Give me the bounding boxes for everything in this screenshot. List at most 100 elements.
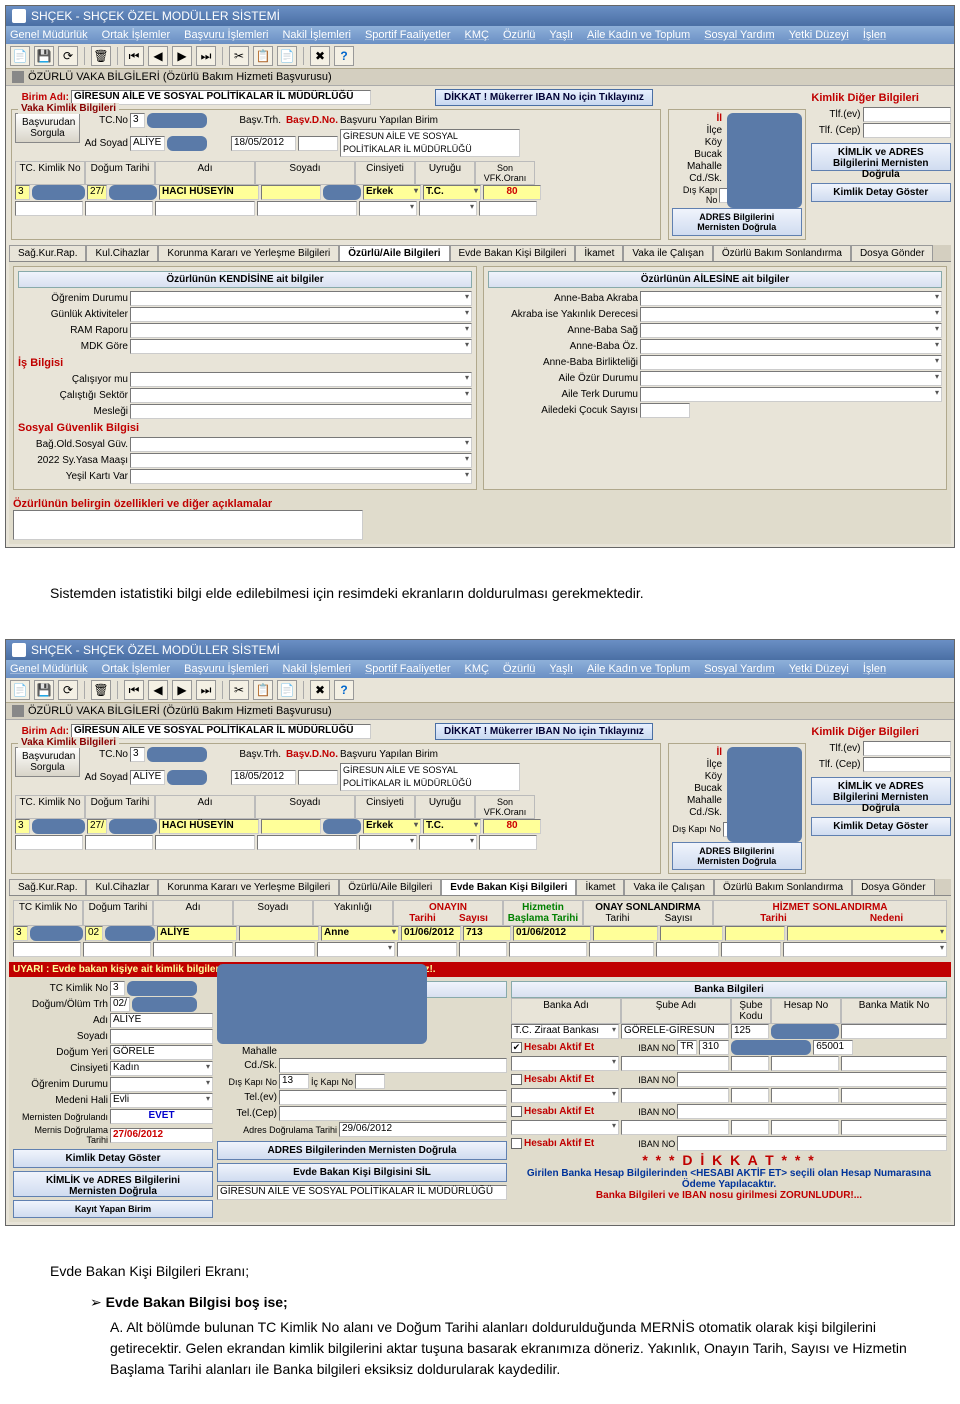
tab[interactable]: Dosya Gönder — [852, 879, 934, 895]
basvurudan-sorgula-button[interactable]: Başvurudan Sorgula — [15, 747, 80, 777]
kimlik-detay-button[interactable]: Kimlik Detay Göster — [811, 817, 951, 836]
menu-item[interactable]: Genel Müdürlük — [10, 663, 88, 675]
menu-item[interactable]: Başvuru İşlemleri — [184, 29, 268, 41]
grid-cell-uyrugu[interactable]: T.C. — [423, 185, 481, 200]
tab-active[interactable]: Evde Bakan Kişi Bilgileri — [441, 879, 576, 895]
tab[interactable]: Korunma Kararı ve Yerleşme Bilgileri — [158, 879, 339, 895]
tab[interactable]: Dosya Gönder — [851, 245, 933, 261]
menu-item[interactable]: Ortak İşlemler — [102, 663, 170, 675]
menu-item[interactable]: Yaşlı — [549, 663, 573, 675]
tab-active[interactable]: Özürlü/Aile Bilgileri — [339, 245, 449, 261]
tb-first-icon[interactable]: ⏮ — [124, 680, 144, 700]
kimlik-detay-button[interactable]: Kimlik Detay Göster — [811, 183, 952, 202]
menu-item[interactable]: Yetki Düzeyi — [789, 663, 849, 675]
grid-cell-tc[interactable]: 3 — [15, 185, 30, 200]
tab[interactable]: Sağ.Kur.Rap. — [9, 879, 86, 895]
tb-new-icon[interactable]: 📄 — [10, 680, 30, 700]
adres-mernis-button[interactable]: ADRES Bilgilerinden Mernisten Doğrula — [217, 1141, 507, 1160]
basvurudan-sorgula-button[interactable]: Başvurudan Sorgula — [15, 113, 80, 143]
basvdno-field[interactable] — [298, 136, 338, 151]
basvbirim-field[interactable]: GİRESUN AİLE VE SOSYAL POLİTİKALAR İL MÜ… — [340, 129, 520, 157]
dikkat-iban-button[interactable]: DİKKAT ! Mükerrer IBAN No için Tıklayını… — [435, 723, 653, 740]
evde-sil-button[interactable]: Evde Bakan Kişi Bilgisini SİL — [217, 1163, 507, 1182]
menu-item[interactable]: Sportif Faaliyetler — [365, 663, 451, 675]
menu-item[interactable]: İşlen — [863, 29, 886, 41]
tb-trash-icon[interactable]: 🗑 — [91, 680, 111, 700]
menu-item[interactable]: Nakil İşlemleri — [282, 663, 350, 675]
tb-paste-icon[interactable]: 📄 — [277, 46, 297, 66]
grid-cell-adi[interactable]: HACI HÜSEYİN — [159, 185, 259, 200]
menu-item[interactable]: Ortak İşlemler — [102, 29, 170, 41]
tab[interactable]: İkamet — [576, 879, 624, 895]
menu-item[interactable]: Aile Kadın ve Toplum — [587, 29, 690, 41]
adres-mernis-button[interactable]: ADRES Bilgilerini Mernisten Doğrula — [672, 208, 802, 236]
menu-item[interactable]: Sosyal Yardım — [704, 29, 775, 41]
grid-cell-cins[interactable]: Erkek — [363, 185, 421, 200]
tab[interactable]: Vaka ile Çalışan — [624, 879, 714, 895]
tb-cut-icon[interactable]: ✂ — [229, 680, 249, 700]
menu-item[interactable]: Özürlü — [503, 663, 535, 675]
tb-cut-icon[interactable]: ✂ — [229, 46, 249, 66]
tab[interactable]: Korunma Kararı ve Yerleşme Bilgileri — [158, 245, 339, 261]
grid-cell-soyadi[interactable] — [261, 185, 321, 200]
tb-save-icon[interactable]: 💾 — [34, 680, 54, 700]
tb-prev-icon[interactable]: ◀ — [148, 680, 168, 700]
menu-item[interactable]: Genel Müdürlük — [10, 29, 88, 41]
menu-item[interactable]: KMÇ — [465, 29, 489, 41]
grid-cell-vfk[interactable]: 80 — [483, 185, 541, 200]
tb-help-icon[interactable]: ? — [334, 680, 354, 700]
tab[interactable]: Evde Bakan Kişi Bilgileri — [450, 245, 576, 261]
menu-bar[interactable]: Genel Müdürlük Ortak İşlemler Başvuru İş… — [6, 26, 954, 44]
menu-bar[interactable]: Genel Müdürlük Ortak İşlemler Başvuru İş… — [6, 660, 954, 678]
tb-new-icon[interactable]: 📄 — [10, 46, 30, 66]
hesabi-aktif-checkbox[interactable]: ✔Hesabı Aktif Et — [511, 1042, 594, 1053]
kimlik-adres-button[interactable]: KİMLİK ve ADRES Bilgilerini Mernisten Do… — [811, 777, 951, 805]
tcno-field[interactable]: 3 — [130, 113, 145, 128]
tb-copy-icon[interactable]: 📋 — [253, 680, 273, 700]
tb-trash-icon[interactable]: 🗑 — [91, 46, 111, 66]
menu-item[interactable]: Nakil İşlemleri — [282, 29, 350, 41]
grid-cell-dt[interactable]: 27/ — [87, 185, 107, 200]
menu-item[interactable]: Aile Kadın ve Toplum — [587, 663, 690, 675]
menu-item[interactable]: Başvuru İşlemleri — [184, 663, 268, 675]
tb-save-icon[interactable]: 💾 — [34, 46, 54, 66]
tab[interactable]: Özürlü/Aile Bilgileri — [339, 879, 441, 895]
tab[interactable]: Kul.Cihazlar — [86, 245, 158, 261]
tab[interactable]: Özürlü Bakım Sonlandırma — [714, 879, 852, 895]
tb-close-icon[interactable]: ✖ — [310, 46, 330, 66]
basvtrh-field[interactable]: 18/05/2012 — [231, 136, 296, 151]
kimlik-adres-button[interactable]: KİMLİK ve ADRES Bilgilerini Mernisten Do… — [811, 143, 952, 171]
hesabi-aktif-checkbox[interactable]: Hesabı Aktif Et — [511, 1106, 594, 1117]
adres-mernis-button[interactable]: ADRES Bilgilerini Mernisten Doğrula — [672, 842, 802, 870]
tb-last-icon[interactable]: ⏭ — [196, 680, 216, 700]
menu-item[interactable]: Yetki Düzeyi — [789, 29, 849, 41]
tb-help-icon[interactable]: ? — [334, 46, 354, 66]
menu-item[interactable]: İşlen — [863, 663, 886, 675]
tab[interactable]: Vaka ile Çalışan — [623, 245, 713, 261]
dikkat-iban-button[interactable]: DİKKAT ! Mükerrer IBAN No için Tıklayını… — [435, 89, 653, 106]
kimlik-detay-button[interactable]: Kimlik Detay Göster — [13, 1149, 213, 1168]
menu-item[interactable]: Özürlü — [503, 29, 535, 41]
menu-item[interactable]: Sportif Faaliyetler — [365, 29, 451, 41]
menu-item[interactable]: KMÇ — [465, 663, 489, 675]
hesabi-aktif-checkbox[interactable]: Hesabı Aktif Et — [511, 1138, 594, 1149]
tab[interactable]: İkamet — [575, 245, 623, 261]
tb-refresh-icon[interactable]: ⟳ — [58, 680, 78, 700]
tb-last-icon[interactable]: ⏭ — [196, 46, 216, 66]
tb-close-icon[interactable]: ✖ — [310, 680, 330, 700]
tab[interactable]: Kul.Cihazlar — [86, 879, 158, 895]
menu-item[interactable]: Sosyal Yardım — [704, 663, 775, 675]
kimlik-adres-mernis-button[interactable]: KİMLİK ve ADRES Bilgilerini Mernisten Do… — [13, 1171, 213, 1197]
menu-item[interactable]: Yaşlı — [549, 29, 573, 41]
tab[interactable]: Sağ.Kur.Rap. — [9, 245, 86, 261]
tb-next-icon[interactable]: ▶ — [172, 680, 192, 700]
tb-copy-icon[interactable]: 📋 — [253, 46, 273, 66]
hesabi-aktif-checkbox[interactable]: Hesabı Aktif Et — [511, 1074, 594, 1085]
tab[interactable]: Özürlü Bakım Sonlandırma — [713, 245, 851, 261]
tb-paste-icon[interactable]: 📄 — [277, 680, 297, 700]
adsoyad-field[interactable]: ALİYE — [130, 136, 165, 151]
tb-next-icon[interactable]: ▶ — [172, 46, 192, 66]
tb-prev-icon[interactable]: ◀ — [148, 46, 168, 66]
tb-refresh-icon[interactable]: ⟳ — [58, 46, 78, 66]
tb-first-icon[interactable]: ⏮ — [124, 46, 144, 66]
